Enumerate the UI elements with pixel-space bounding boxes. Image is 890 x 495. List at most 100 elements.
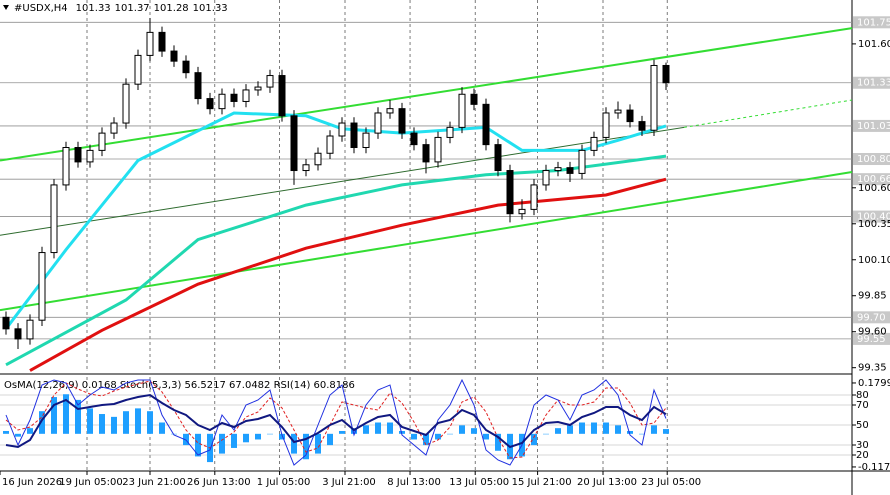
level-label-box xyxy=(853,332,890,345)
x-tick-label: 23 Jul 05:00 xyxy=(641,477,701,488)
osma-bar xyxy=(591,422,597,434)
candle-body xyxy=(350,122,358,149)
candle-body xyxy=(602,112,610,138)
level-label: 101.75 xyxy=(857,17,890,28)
osma-bar xyxy=(63,394,69,434)
osma-bar xyxy=(135,408,141,434)
osma-bar xyxy=(195,433,201,457)
level-label: 100.80 xyxy=(857,154,890,165)
x-tick-label: 15 Jul 21:00 xyxy=(512,477,572,488)
x-tick-label: 1 Jul 05:00 xyxy=(257,477,311,488)
candle-body xyxy=(182,60,190,74)
x-tick-label: 26 Jun 13:00 xyxy=(187,477,251,488)
candle-body xyxy=(110,122,118,134)
candle-body xyxy=(50,184,58,254)
osma-bar xyxy=(15,433,21,437)
candle-body xyxy=(194,72,202,100)
osma-tick-label: -0.1172 xyxy=(858,462,890,473)
osma-bar xyxy=(75,399,81,434)
y-tick-label: 100.60 xyxy=(858,183,890,194)
osma-bar xyxy=(651,425,657,434)
candle-body xyxy=(338,122,346,137)
osma-bar xyxy=(159,422,165,434)
trendline xyxy=(0,126,685,236)
osma-bar xyxy=(567,425,573,434)
level-label-box xyxy=(853,16,890,29)
quote-value: 101.33 xyxy=(76,3,111,14)
candle-body xyxy=(218,93,226,110)
osma-bar xyxy=(219,433,225,454)
candle-body xyxy=(134,54,142,85)
level-label: 100.40 xyxy=(857,212,890,223)
symbol-header: #USDX,H4 101.33 101.37 101.28 101.33 xyxy=(14,3,228,14)
y-tick-label: 99.35 xyxy=(858,363,887,374)
y-tick-label: 99.60 xyxy=(858,327,887,338)
candle-body xyxy=(98,132,106,151)
candle-body xyxy=(230,93,238,102)
x-tick-label: 8 Jul 13:00 xyxy=(387,477,441,488)
osma-bar xyxy=(483,433,489,440)
indicator-label: OsMA(12,26,9) 0.0168 Stoch(5,3,3) 56.521… xyxy=(4,380,355,391)
candle-body xyxy=(446,126,454,138)
candle-body xyxy=(74,147,82,163)
candle-body xyxy=(170,50,178,62)
osma-bar xyxy=(459,425,465,434)
x-tick-label: 13 Jul 05:00 xyxy=(449,477,509,488)
osma-bar xyxy=(123,411,129,434)
osma-bar xyxy=(147,411,153,434)
osma-bar xyxy=(339,430,345,434)
quote-value: 101.28 xyxy=(154,3,189,14)
osma-bar xyxy=(531,433,537,446)
quote-value: 101.33 xyxy=(193,3,228,14)
osma-bar xyxy=(363,425,369,434)
candle-body xyxy=(398,108,406,134)
osma-bar xyxy=(663,429,669,434)
y-tick-label: 100.35 xyxy=(858,219,890,230)
candle-body xyxy=(374,112,382,134)
osma-tick-label: 0.1799 xyxy=(858,378,890,389)
candle-body xyxy=(494,144,502,172)
osma-bar xyxy=(87,408,93,434)
osma-bar xyxy=(267,433,273,435)
osc-tick-label: 20 xyxy=(856,450,869,461)
osma-bar xyxy=(411,433,417,440)
candle-body xyxy=(638,121,646,131)
osma-bar xyxy=(279,433,285,440)
candle-body xyxy=(146,31,154,56)
stoch-k-line xyxy=(5,378,667,466)
candle-body xyxy=(122,83,130,124)
osc-tick-label: 70 xyxy=(856,400,869,411)
osma-bar xyxy=(51,397,57,434)
moving-average xyxy=(29,177,667,372)
level-label-box xyxy=(853,173,890,186)
osma-bar xyxy=(495,433,501,451)
candle-body xyxy=(386,108,394,114)
candle-body xyxy=(578,149,586,174)
candle-body xyxy=(614,109,622,114)
candle-body xyxy=(62,147,70,186)
osma-bar xyxy=(315,433,321,454)
candle-body xyxy=(554,167,562,172)
osma-bar xyxy=(639,433,645,435)
candle-body xyxy=(506,170,514,215)
osma-bar xyxy=(447,433,453,435)
osma-bar xyxy=(255,433,261,440)
osc-tick-label: 50 xyxy=(856,420,869,431)
moving-average xyxy=(4,111,667,330)
x-tick-label: 19 Jun 05:00 xyxy=(59,477,123,488)
osma-bar xyxy=(435,433,441,440)
menu-arrow[interactable] xyxy=(3,5,9,10)
osma-bar xyxy=(231,433,237,448)
candle-body xyxy=(470,93,478,105)
candle-body xyxy=(14,328,22,340)
osma-bar xyxy=(327,433,333,446)
x-tick-label: 16 Jun 2026 xyxy=(2,477,62,488)
symbol: #USDX,H4 xyxy=(14,3,68,14)
candle-body xyxy=(302,164,310,172)
candle-body xyxy=(38,252,46,321)
candle-body xyxy=(266,75,274,88)
osma-bar xyxy=(111,416,117,434)
y-tick-label: 99.85 xyxy=(858,291,887,302)
candle-body xyxy=(626,109,634,123)
